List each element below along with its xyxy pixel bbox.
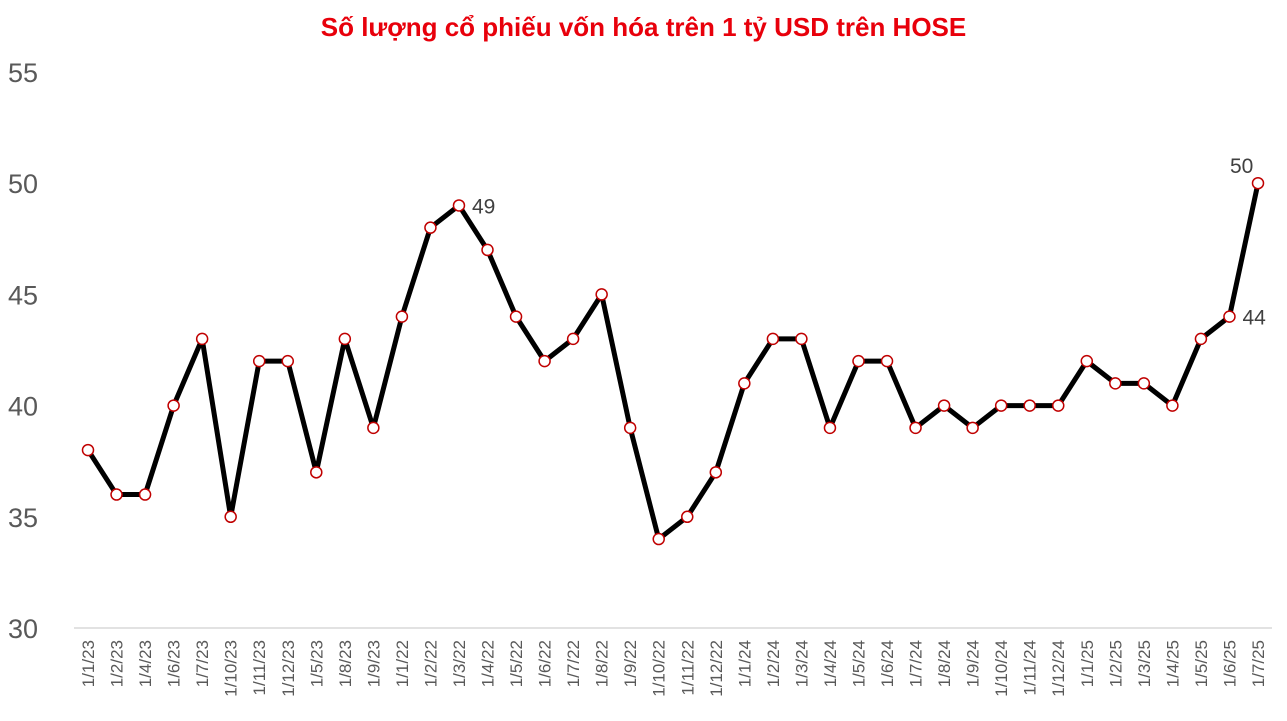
data-point-marker	[338, 332, 352, 346]
data-point-marker	[566, 332, 580, 346]
data-point-marker	[880, 354, 894, 368]
data-point-marker	[167, 399, 180, 412]
y-tick-label: 50	[8, 169, 38, 199]
data-point-marker	[852, 354, 865, 368]
data-label: 44	[1242, 307, 1266, 330]
chart-title: Số lượng cổ phiếu vốn hóa trên 1 tỷ USD …	[320, 12, 967, 42]
x-tick-label: 1/1/23	[79, 640, 98, 687]
x-tick-label: 1/8/24	[935, 640, 954, 687]
data-point-marker	[966, 421, 979, 435]
data-point-marker	[766, 332, 780, 346]
y-tick-label: 40	[8, 392, 38, 422]
data-point-marker	[1023, 399, 1036, 412]
x-tick-label: 1/6/23	[165, 640, 184, 687]
x-tick-label: 1/2/23	[108, 640, 127, 687]
data-point-marker	[937, 399, 951, 412]
data-point-marker	[1051, 399, 1065, 412]
data-point-marker	[1166, 399, 1179, 412]
x-tick-label: 1/1/25	[1078, 640, 1097, 687]
data-point-marker	[623, 421, 637, 435]
data-point-marker	[452, 199, 466, 212]
data-point-marker	[1251, 176, 1265, 190]
data-point-marker	[81, 443, 95, 457]
data-point-marker	[538, 354, 551, 368]
x-tick-label: 1/6/24	[878, 640, 897, 687]
data-labels: 49 44 50	[472, 155, 1266, 329]
x-tick-label: 1/2/22	[421, 640, 440, 687]
data-point-marker	[110, 488, 123, 501]
x-tick-label: 1/6/25	[1220, 640, 1239, 687]
x-tick-label: 1/11/24	[1021, 640, 1040, 695]
x-tick-label: 1/10/24	[992, 640, 1011, 697]
data-point-marker	[367, 421, 380, 435]
x-tick-label: 1/4/24	[821, 640, 840, 687]
data-point-marker	[1080, 354, 1094, 368]
x-tick-label: 1/4/22	[479, 640, 498, 687]
y-tick-label: 45	[8, 280, 38, 310]
x-tick-label: 1/7/22	[564, 640, 583, 687]
data-point-marker	[795, 332, 808, 346]
x-tick-label: 1/10/22	[650, 640, 669, 697]
x-tick-label: 1/12/23	[279, 640, 298, 697]
x-tick-label: 1/5/24	[849, 640, 868, 687]
x-tick-label: 1/7/25	[1249, 640, 1268, 687]
x-tick-label: 1/10/23	[222, 640, 241, 697]
x-tick-label: 1/7/23	[193, 640, 212, 687]
x-tick-label: 1/4/23	[136, 640, 155, 687]
x-tick-label: 1/3/22	[450, 640, 469, 687]
x-tick-label: 1/1/22	[393, 640, 412, 687]
data-point-marker	[138, 488, 152, 501]
data-point-marker	[281, 354, 295, 368]
x-axis: 1/1/23 1/2/23 1/4/23 1/6/23 1/7/23 1/10/23 1/1…	[79, 640, 1268, 697]
data-point-marker	[1109, 377, 1122, 390]
x-tick-label: 1/3/24	[792, 640, 811, 687]
data-point-marker	[195, 332, 209, 346]
data-point-marker	[395, 310, 409, 323]
x-tick-label: 1/5/22	[507, 640, 526, 687]
x-tick-label: 1/9/23	[364, 640, 383, 687]
data-markers	[81, 176, 1265, 546]
x-tick-label: 1/2/24	[764, 640, 783, 687]
y-tick-label: 35	[8, 503, 38, 533]
data-point-marker	[1137, 377, 1151, 390]
y-tick-label: 30	[8, 614, 38, 644]
data-point-marker	[652, 532, 665, 546]
x-tick-label: 1/11/23	[250, 640, 269, 695]
data-point-marker	[595, 288, 608, 301]
data-label: 49	[472, 195, 495, 218]
x-tick-label: 1/9/22	[621, 640, 640, 687]
x-tick-label: 1/12/24	[1049, 640, 1068, 697]
y-axis: 30 35 40 45 50 55	[8, 58, 38, 644]
data-point-marker	[1223, 310, 1236, 323]
x-tick-label: 1/1/24	[735, 640, 754, 687]
y-tick-label: 55	[8, 58, 38, 88]
x-tick-label: 1/2/25	[1106, 640, 1125, 687]
data-point-marker	[252, 354, 266, 368]
x-tick-label: 1/7/24	[907, 640, 926, 687]
x-tick-label: 1/5/23	[307, 640, 326, 687]
x-tick-label: 1/5/25	[1192, 640, 1211, 687]
x-tick-label: 1/4/25	[1163, 640, 1182, 687]
x-tick-label: 1/11/22	[678, 640, 697, 695]
x-tick-label: 1/12/22	[707, 640, 726, 697]
data-point-marker	[310, 466, 323, 479]
data-label: 50	[1230, 155, 1253, 178]
data-point-marker	[709, 466, 723, 479]
data-point-marker	[681, 510, 694, 524]
data-point-marker	[909, 421, 922, 435]
x-tick-label: 1/3/25	[1135, 640, 1154, 687]
data-point-marker	[738, 377, 751, 390]
data-point-marker	[1194, 332, 1208, 346]
data-point-marker	[509, 310, 523, 323]
x-tick-label: 1/8/23	[336, 640, 355, 687]
data-point-marker	[424, 221, 437, 234]
x-tick-label: 1/9/24	[964, 640, 983, 687]
data-point-marker	[994, 399, 1008, 412]
data-point-marker	[224, 510, 237, 524]
data-point-marker	[481, 243, 494, 257]
x-tick-label: 1/8/22	[593, 640, 612, 687]
data-point-marker	[823, 421, 837, 435]
x-tick-label: 1/6/22	[536, 640, 555, 687]
